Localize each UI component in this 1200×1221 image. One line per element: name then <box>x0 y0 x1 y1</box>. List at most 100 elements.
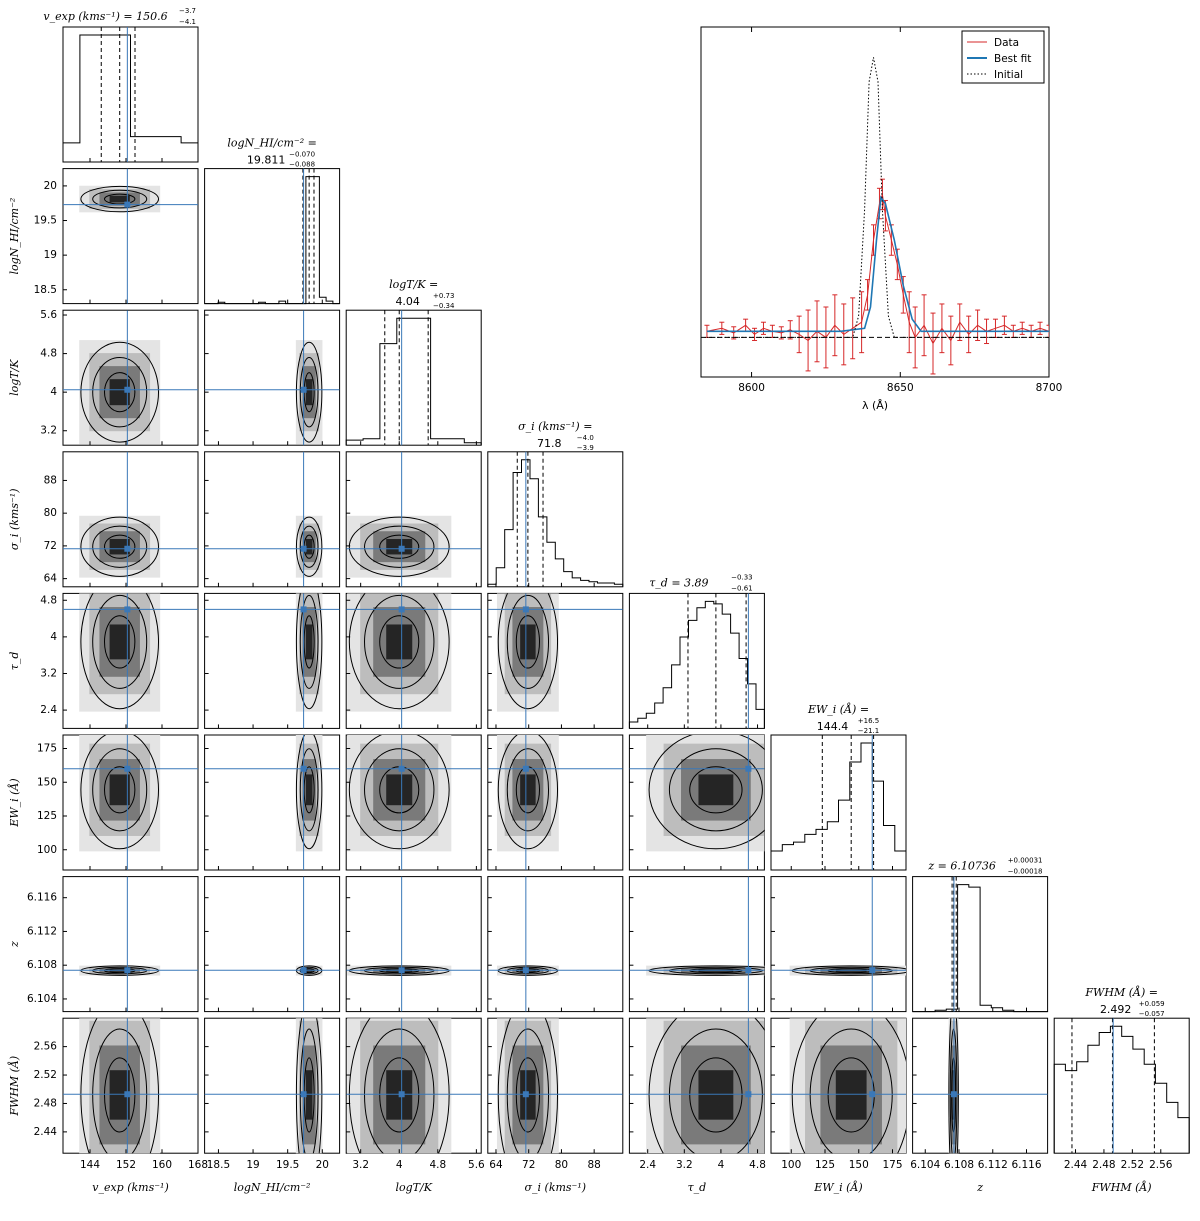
density-contour <box>364 1028 435 1154</box>
histogram-steps <box>345 317 482 446</box>
y-tick-label: 88 <box>44 474 57 486</box>
hist-panel-z: z = 6.10736 +0.00031 −0.00018 <box>912 857 1049 1013</box>
x-tick-label: 4.8 <box>749 1159 766 1171</box>
panel-sigma_i-vs-FWHM: 64 72 80 88 <box>487 1017 624 1171</box>
panel-logT-vs-tau_d <box>345 592 482 729</box>
title-lower: −3.9 <box>577 444 594 452</box>
legend-entry-initial: Initial <box>994 69 1023 81</box>
initial-series-line <box>706 57 1049 338</box>
density-contour <box>689 1057 743 1133</box>
x-axis-label-v_exp: v_exp (kms⁻¹) <box>92 1181 169 1194</box>
best-fit-marker <box>745 765 752 772</box>
best-fit-marker <box>522 1091 529 1098</box>
y-axis-label-z: z <box>8 941 21 948</box>
density-contour <box>299 1028 319 1154</box>
density-contour <box>348 593 450 710</box>
panel-v_exp-vs-tau_d: 2.4 3.2 4 4.8 <box>40 592 199 729</box>
density-contour <box>364 594 435 689</box>
panel-title: EW_i (Å) = 144.4 +16.5 −21.1 <box>807 702 879 735</box>
density-contour <box>295 516 323 577</box>
x-tick-label: 20 <box>316 1159 329 1171</box>
panel-title: logN_HI/cm⁻² = 19.811 −0.070 −0.088 <box>227 137 316 169</box>
title-label: EW_i (Å) = <box>807 702 869 716</box>
x-tick-label: 100 <box>781 1159 801 1171</box>
title-lower: −0.00018 <box>1008 868 1043 876</box>
density-layer <box>629 735 765 870</box>
title-main: 71.8 <box>537 437 562 450</box>
y-tick-label: 6.116 <box>27 892 57 904</box>
best-fit-marker <box>398 606 405 613</box>
best-fit-marker <box>124 545 131 552</box>
x-tick-label: 6.104 <box>910 1159 940 1171</box>
histogram-steps <box>1053 1025 1190 1154</box>
title-upper: +0.73 <box>433 292 454 300</box>
density-layer <box>63 876 198 1012</box>
x-axis-label-z: z <box>976 1181 983 1194</box>
spectrum-x-axis-label: λ (Å) <box>862 399 888 412</box>
density-contour <box>497 593 559 710</box>
best-fit-marker <box>300 545 307 552</box>
x-tick-label: 88 <box>587 1159 600 1171</box>
hist-panel-tau_d: τ_d = 3.89 −0.33 −0.61 <box>628 573 765 729</box>
title-main: 2.492 <box>1100 1003 1132 1016</box>
y-tick-label: 64 <box>44 573 58 585</box>
title-upper: −0.070 <box>289 151 315 159</box>
density-block <box>698 774 734 806</box>
best-fit-marker <box>522 967 529 974</box>
density-layer <box>771 1018 906 1154</box>
density-layer <box>63 168 198 304</box>
density-contour <box>364 748 435 832</box>
title-main: τ_d = 3.89 <box>649 576 708 589</box>
panel-logT-vs-z <box>345 876 482 1013</box>
density-block <box>109 624 130 660</box>
density-block <box>109 774 130 806</box>
histogram-steps <box>628 600 765 729</box>
y-tick-label: 100 <box>37 844 57 856</box>
y-tick-label: 6.104 <box>27 993 57 1005</box>
x-tick-label: 175 <box>882 1159 902 1171</box>
panel-v_exp-vs-EW_i: 100 125 150 175 <box>37 734 199 871</box>
density-block <box>109 195 130 203</box>
panel-title: v_exp (kms⁻¹) = 150.6 −3.7 −4.1 <box>43 7 196 26</box>
best-fit-marker <box>124 386 131 393</box>
density-layer <box>487 1018 623 1154</box>
density-layer <box>204 1018 340 1154</box>
density-contour <box>104 1057 136 1133</box>
y-tick-label: 5.6 <box>40 309 57 321</box>
panel-sigma_i-vs-z <box>487 876 624 1013</box>
best-fit-marker <box>869 1091 876 1098</box>
density-contour <box>92 594 148 689</box>
density-contour <box>648 735 765 850</box>
title-lower: −0.057 <box>1139 1010 1165 1018</box>
y-tick-label: 6.108 <box>27 959 57 971</box>
x-tick-label: 6.116 <box>1011 1159 1041 1171</box>
x-tick-label: 160 <box>152 1159 172 1171</box>
panel-logN_HI-vs-tau_d <box>204 592 341 729</box>
title-upper: −3.7 <box>179 7 196 15</box>
title-main: z = 6.10736 <box>927 860 996 873</box>
y-tick-label: 2.44 <box>34 1126 58 1138</box>
y-axis-label-logN_HI: logN_HI/cm⁻² <box>8 198 21 275</box>
density-contour <box>299 594 319 689</box>
best-fit-marker <box>300 765 307 772</box>
density-layer <box>629 1018 765 1154</box>
x-tick-label: 2.4 <box>639 1159 656 1171</box>
x-tick-label: 18.5 <box>207 1159 230 1171</box>
x-tick-label: 125 <box>815 1159 835 1171</box>
y-tick-label: 125 <box>37 810 57 822</box>
density-layer <box>487 735 623 870</box>
x-tick-label: 152 <box>116 1159 136 1171</box>
panel-logT-vs-EW_i <box>345 734 482 871</box>
x-axis-label-sigma_i: σ_i (kms⁻¹) <box>525 1181 587 1194</box>
density-contour <box>497 735 559 850</box>
spectrum-plot-area <box>701 57 1049 375</box>
x-tick-label: 80 <box>555 1159 568 1171</box>
density-contour <box>295 735 323 850</box>
panel-logN_HI-vs-EW_i <box>204 734 341 871</box>
title-main: 19.811 <box>247 154 286 167</box>
best-fit-marker <box>398 967 405 974</box>
density-layer <box>204 310 340 446</box>
title-label: FWHM (Å) = <box>1084 985 1158 999</box>
panel-sigma_i-vs-tau_d <box>487 592 624 729</box>
y-tick-label: 6.112 <box>27 925 57 937</box>
